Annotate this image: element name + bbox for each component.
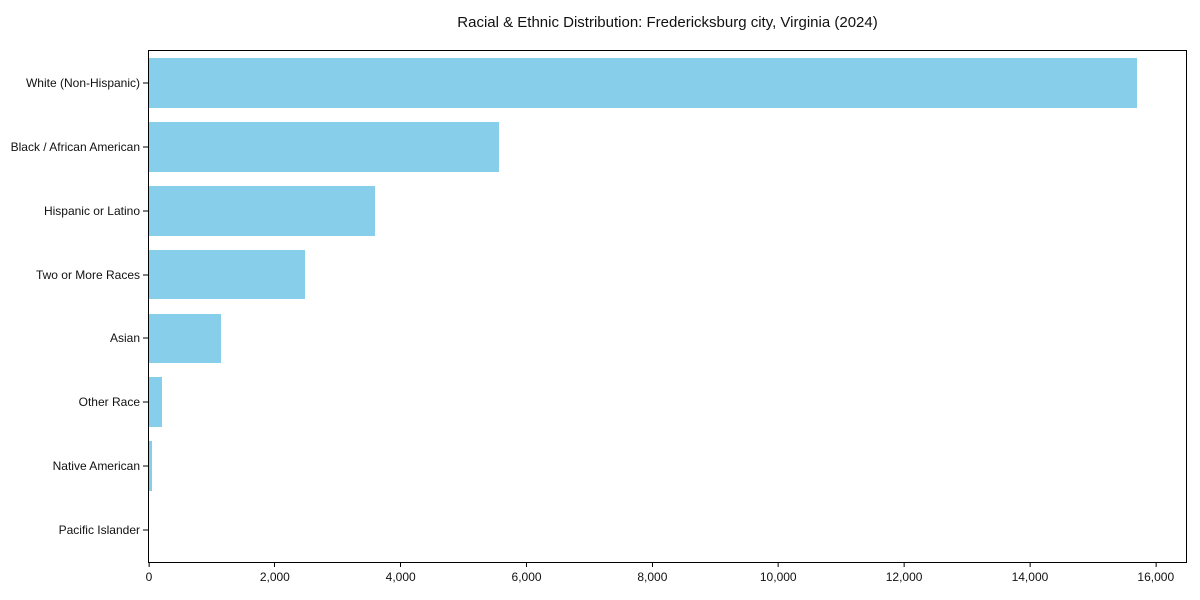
x-tick-mark (777, 563, 779, 567)
y-tick-mark (143, 401, 148, 403)
category-label-hispanic-or-latino: Hispanic or Latino (43, 203, 140, 218)
chart-title: Racial & Ethnic Distribution: Fredericks… (457, 14, 878, 31)
x-tick-label: 2,000 (259, 570, 290, 584)
bar-black-african-american (149, 121, 499, 172)
x-tick-12000: 12,000 (885, 563, 923, 584)
x-tick-mark (526, 563, 528, 567)
x-tick-label: 0 (145, 570, 153, 584)
bar-native-american (149, 441, 152, 492)
bar-other-race (149, 377, 162, 428)
bar-row-hispanic-or-latino: Hispanic or Latino (44, 179, 1186, 243)
x-tick-2000: 2,000 (260, 563, 290, 583)
bar-row-pacific-islander: Pacific Islander (59, 498, 1186, 562)
x-tick-8000: 8,000 (637, 563, 667, 583)
x-tick-label: 12,000 (885, 570, 923, 584)
y-tick-mark (143, 146, 148, 148)
x-tick-label: 8,000 (637, 570, 668, 584)
x-tick-mark (148, 563, 150, 567)
x-tick-10000: 10,000 (760, 563, 797, 583)
bar-hispanic-or-latino (149, 185, 375, 236)
x-tick-label: 14,000 (1011, 570, 1049, 584)
bar-row-black-african-american: Black / African American (11, 115, 1186, 179)
category-label-pacific-islander: Pacific Islander (58, 523, 140, 538)
y-tick-mark (143, 465, 148, 467)
x-tick-mark (400, 563, 402, 567)
x-tick-mark (651, 563, 653, 567)
category-label-two-or-more-races: Two or More Races (35, 267, 140, 282)
y-tick-mark (143, 274, 148, 276)
x-tick-0: 0 (145, 563, 153, 584)
y-tick-mark (143, 529, 148, 531)
x-tick-label: 10,000 (759, 570, 797, 584)
bar-row-white-non-hispanic: White (Non-Hispanic) (26, 51, 1186, 115)
category-label-other-race: Other Race (78, 395, 140, 410)
x-tick-label: 4,000 (385, 570, 416, 584)
x-tick-16000: 16,000 (1137, 563, 1174, 583)
category-label-white-non-hispanic: White (Non-Hispanic) (25, 75, 140, 90)
x-tick-14000: 14,000 (1011, 563, 1049, 584)
x-tick-label: 16,000 (1137, 570, 1175, 584)
x-tick-mark (903, 563, 905, 567)
plot-area: White (Non-Hispanic) Black / African Amer… (11, 50, 1187, 563)
bar-asian (149, 313, 221, 364)
x-tick-mark (1029, 563, 1031, 567)
x-tick-mark (1155, 563, 1157, 567)
y-tick-mark (143, 82, 148, 84)
x-tick-6000: 6,000 (512, 563, 542, 583)
bar-white-non-hispanic (149, 58, 1137, 108)
y-tick-mark (143, 337, 148, 339)
bar-row-two-or-more-races: Two or More Races (36, 243, 1186, 307)
category-label-black-african-american: Black / African American (10, 139, 140, 154)
category-label-asian: Asian (109, 331, 140, 346)
bar-row-native-american: Native American (53, 434, 1186, 498)
bar-row-asian: Asian (110, 307, 1186, 371)
x-tick-4000: 4,000 (386, 563, 416, 583)
bar-two-or-more-races (149, 249, 306, 300)
y-tick-mark (143, 210, 148, 212)
category-label-native-american: Native American (52, 459, 140, 474)
x-tick-label: 6,000 (511, 570, 542, 584)
x-axis: 0 2,000 4,000 6,000 8,000 10,000 12,000 14,000 1… (145, 563, 1186, 593)
bar-row-other-race: Other Race (79, 370, 1186, 434)
x-tick-mark (274, 563, 276, 567)
